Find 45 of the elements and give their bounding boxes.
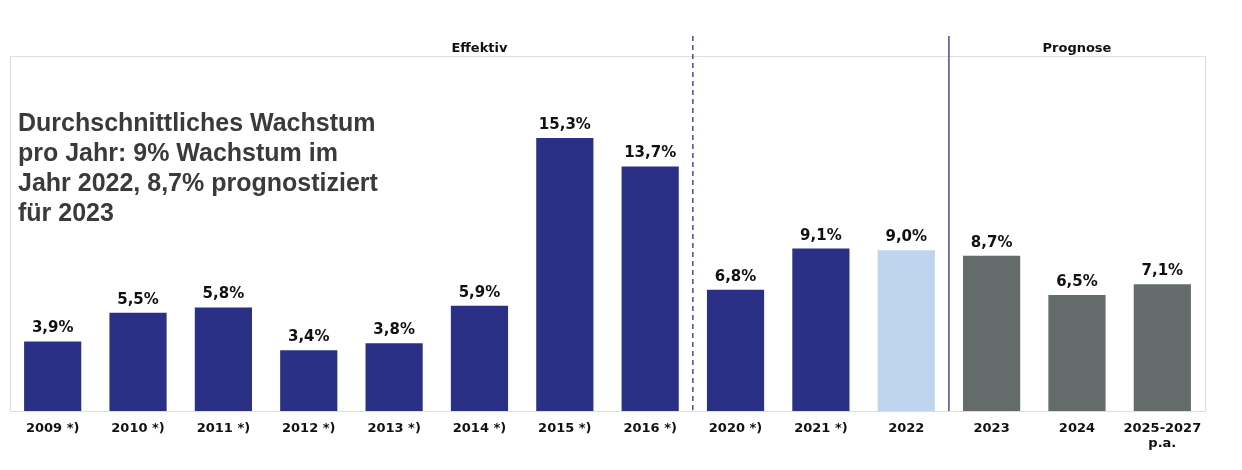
bar: [621, 166, 679, 411]
x-tick-label: 2015 *): [538, 419, 592, 435]
data-label: 5,8%: [202, 284, 245, 303]
bar: [24, 341, 82, 411]
bar: [365, 343, 423, 411]
data-label: 6,5%: [1056, 271, 1098, 290]
x-tick-label: 2022: [888, 419, 925, 435]
bar: [109, 312, 167, 411]
data-label: 7,1%: [1141, 261, 1184, 280]
x-tick-label: 2021 *): [794, 419, 848, 435]
bar: [450, 305, 509, 411]
data-label: 9,1%: [800, 225, 842, 244]
bar: [963, 255, 1021, 411]
bar: [194, 307, 252, 411]
data-label: 15,3%: [538, 114, 591, 133]
x-tick-label: 2020 *): [708, 419, 763, 435]
x-tick-label: 2014 *): [452, 419, 507, 435]
bar: [280, 350, 338, 411]
data-label: 3,8%: [373, 320, 415, 339]
x-tick-label: 2010 *): [111, 419, 165, 435]
bar: [706, 289, 765, 411]
bar: [792, 248, 850, 411]
x-tick-label: 2013 *): [367, 419, 421, 435]
x-tick-label: 2011 *): [196, 419, 251, 435]
x-tick-label: 2012 *): [282, 419, 336, 435]
bar: [1048, 294, 1106, 411]
bar: [877, 250, 935, 411]
x-tick-label: 2016 *): [623, 419, 677, 435]
data-label: 6,8%: [714, 266, 757, 285]
data-label: 3,4%: [287, 327, 330, 346]
x-tick-label: 2023: [973, 419, 1010, 435]
x-tick-label: 2009 *): [25, 419, 80, 435]
text: Durchschnittliches Wachstum pro Jahr: 9% Wachstum im Jahr 2022, 8,7% prognostiziert für 2023: [18, 108, 379, 226]
data-label: 5,9%: [458, 282, 501, 301]
text: Prognose: [1042, 40, 1112, 55]
text: Effektiv: [451, 40, 508, 55]
x-tick-label: 2025-2027 p.a.: [1123, 419, 1202, 450]
x-tick-label: 2024: [1058, 419, 1096, 435]
data-label: 5,5%: [117, 289, 159, 308]
data-label: 3,9%: [31, 318, 74, 337]
bar: [536, 137, 594, 411]
data-label: 9,0%: [885, 227, 928, 246]
data-label: 8,7%: [970, 232, 1013, 251]
bar: [1133, 284, 1191, 411]
data-label: 13,7%: [624, 143, 677, 162]
